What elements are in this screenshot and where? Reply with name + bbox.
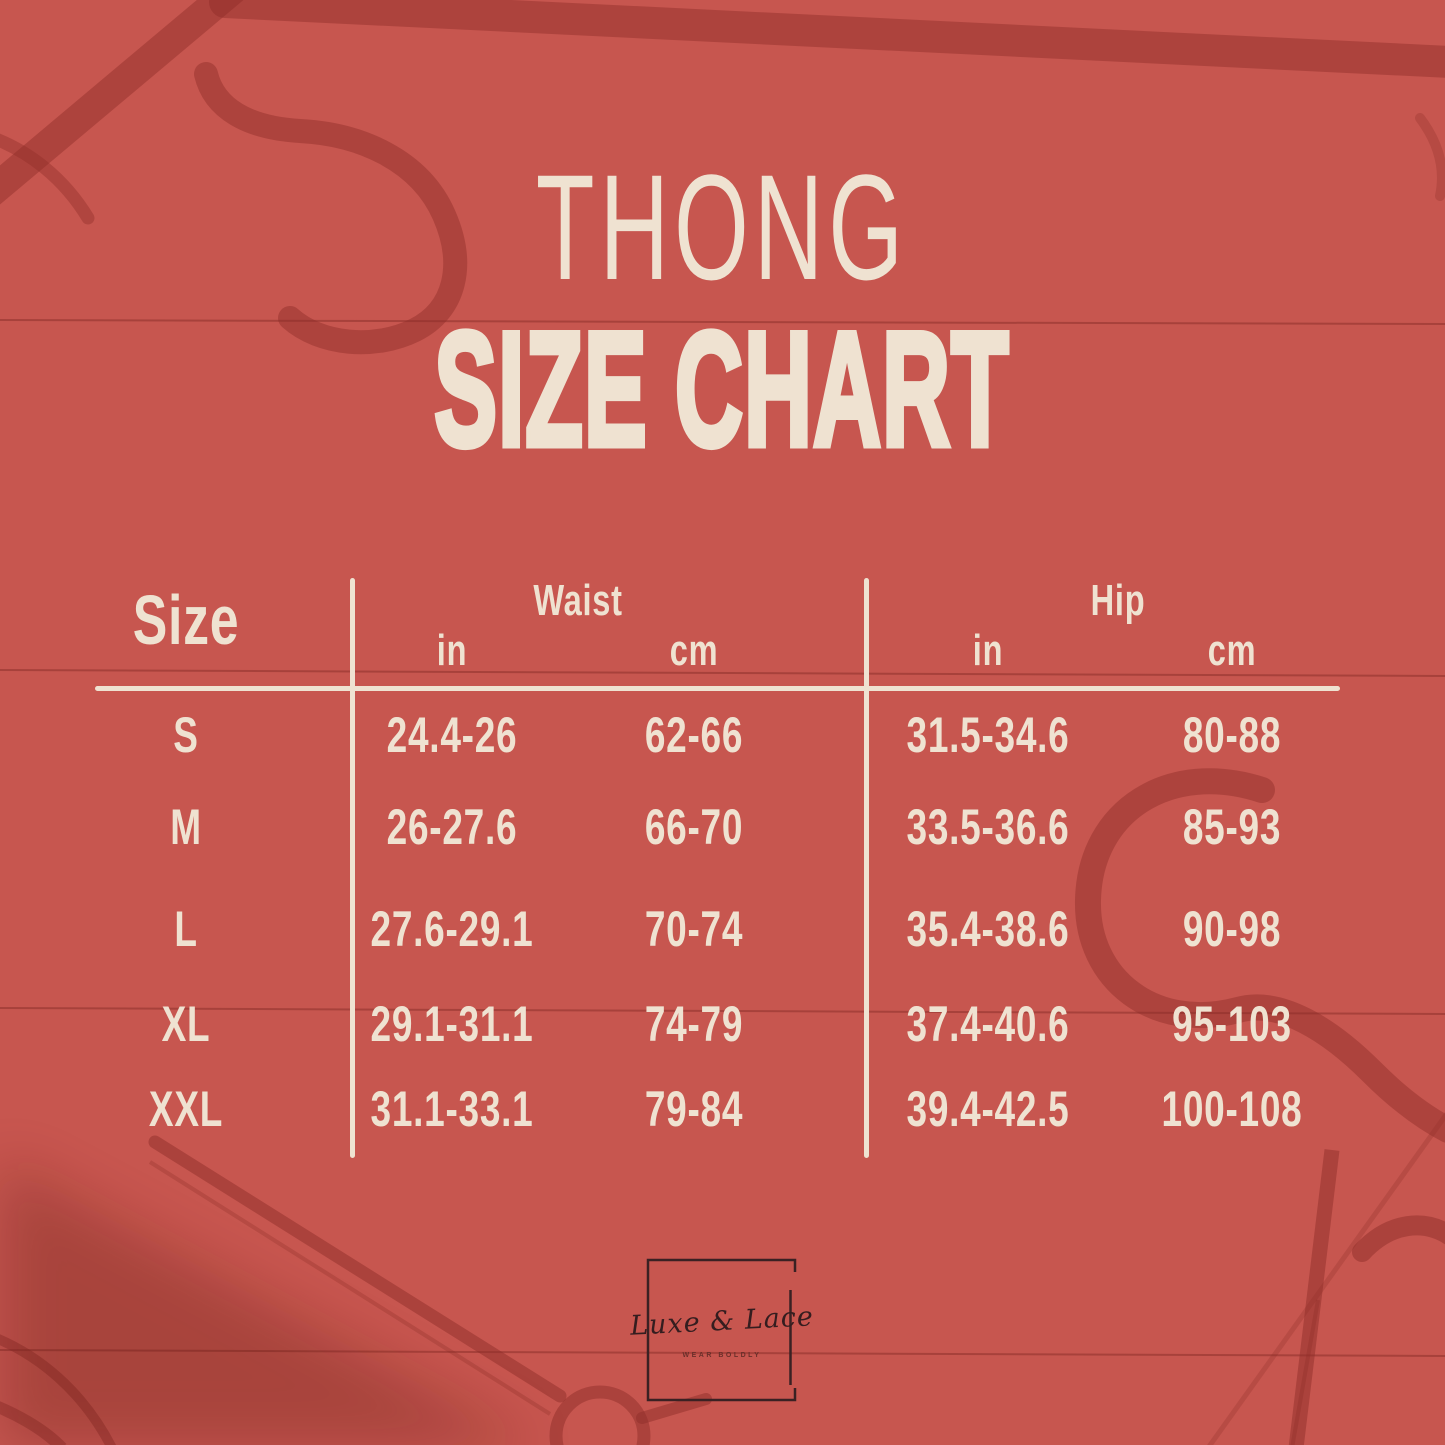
hanger-right-stem bbox=[1288, 1149, 1340, 1445]
unit-header-hip-in: in bbox=[972, 626, 1004, 675]
row1-hip-in: 33.5-36.6 bbox=[906, 799, 1070, 855]
row0-waist-cm: 62-66 bbox=[644, 707, 744, 763]
row1-hip-cm: 85-93 bbox=[1182, 799, 1282, 855]
hanger-bottom-left-bar bbox=[148, 1135, 567, 1403]
hanger-top-left-arm bbox=[0, 0, 244, 205]
table-divider-vertical-1 bbox=[350, 578, 355, 1158]
hanger-bottom-left-loop bbox=[549, 1385, 651, 1445]
col-header-size: Size bbox=[132, 581, 240, 659]
hanger-right-hook bbox=[1074, 768, 1445, 1143]
edge-arc-left bbox=[0, 133, 95, 225]
row0-hip-in: 31.5-34.6 bbox=[906, 707, 1070, 763]
row2-hip-in: 35.4-38.6 bbox=[906, 901, 1070, 957]
col-header-waist: Waist bbox=[533, 576, 623, 625]
brand-logo-tagline: WEAR BOLDLY bbox=[682, 1352, 762, 1359]
row3-size-label: XL bbox=[161, 996, 211, 1052]
thin-wire-bottom-right bbox=[1207, 1111, 1445, 1445]
hanger-corner-hook-bottom-right bbox=[1352, 1215, 1445, 1262]
page-title: SIZE CHART bbox=[432, 299, 1010, 480]
edge-arc-top-right bbox=[1415, 113, 1445, 201]
row3-waist-in: 29.1-31.1 bbox=[370, 996, 534, 1052]
row4-size-label: XXL bbox=[148, 1081, 224, 1137]
hanger-top-bar bbox=[209, 0, 1445, 78]
row2-waist-cm: 70-74 bbox=[644, 901, 744, 957]
row3-hip-in: 37.4-40.6 bbox=[906, 996, 1070, 1052]
table-divider-vertical-2 bbox=[864, 578, 869, 1158]
row4-waist-cm: 79-84 bbox=[644, 1081, 744, 1137]
corner-shadow bbox=[0, 1160, 535, 1445]
logo-frame bbox=[646, 1258, 797, 1402]
table-divider-horizontal bbox=[95, 686, 1340, 691]
row4-hip-cm: 100-108 bbox=[1161, 1081, 1303, 1137]
row1-waist-in: 26-27.6 bbox=[386, 799, 518, 855]
plank-line-1 bbox=[0, 319, 1445, 325]
unit-header-waist-in: in bbox=[436, 626, 468, 675]
row1-size-label: M bbox=[170, 799, 202, 855]
hanger-right-stem-edge bbox=[1290, 1299, 1320, 1445]
row3-waist-cm: 74-79 bbox=[644, 996, 744, 1052]
unit-header-waist-cm: cm bbox=[669, 626, 719, 675]
row2-waist-in: 27.6-29.1 bbox=[370, 901, 534, 957]
row0-size-label: S bbox=[173, 707, 199, 763]
row1-waist-cm: 66-70 bbox=[644, 799, 744, 855]
col-header-hip: Hip bbox=[1090, 576, 1146, 625]
hanger-bottom-left-tail bbox=[636, 1393, 712, 1424]
product-title: THONG bbox=[535, 143, 909, 311]
row2-size-label: L bbox=[174, 901, 198, 957]
hanger-bottom-left-bar-edge bbox=[148, 1160, 552, 1416]
row0-hip-cm: 80-88 bbox=[1182, 707, 1282, 763]
row4-hip-in: 39.4-42.5 bbox=[906, 1081, 1070, 1137]
hanger-top-hook bbox=[194, 62, 468, 355]
row2-hip-cm: 90-98 bbox=[1182, 901, 1282, 957]
row3-hip-cm: 95-103 bbox=[1172, 996, 1292, 1052]
unit-header-hip-cm: cm bbox=[1207, 626, 1257, 675]
row0-waist-in: 24.4-26 bbox=[386, 707, 518, 763]
plank-line-2 bbox=[0, 669, 1445, 677]
row4-waist-in: 31.1-33.1 bbox=[370, 1081, 534, 1137]
plank-line-3 bbox=[0, 1007, 1445, 1015]
